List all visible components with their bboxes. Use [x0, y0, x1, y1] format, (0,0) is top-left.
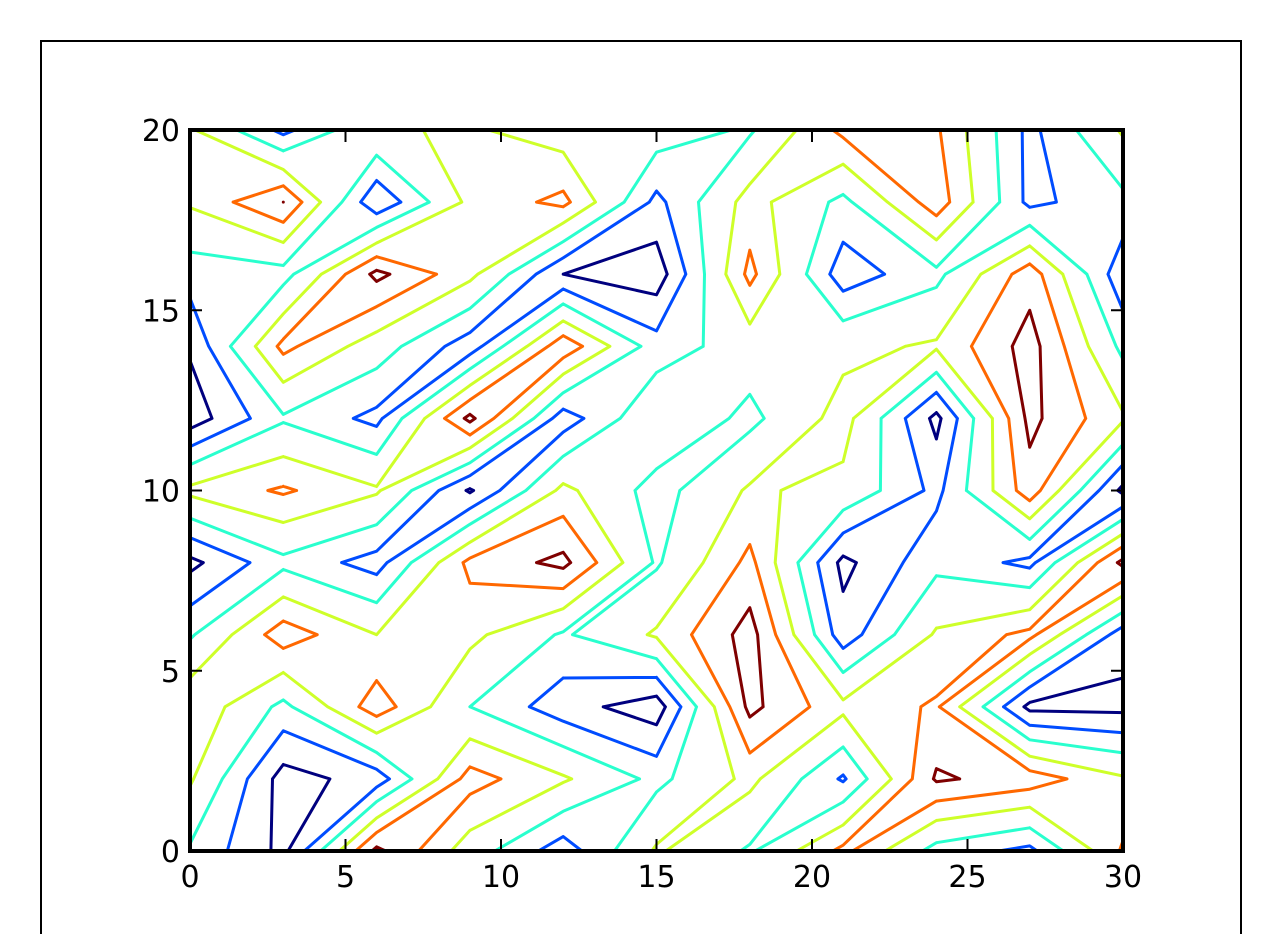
y-tick-label: 5: [161, 655, 180, 690]
x-tick-label: 15: [637, 860, 675, 895]
figure-border: [40, 40, 1242, 934]
plot-area: [190, 130, 1123, 851]
x-tick-label: 30: [1104, 860, 1142, 895]
contour-line: [190, 240, 1123, 851]
x-tick-label: 0: [180, 860, 199, 895]
contour-line: [190, 130, 1123, 851]
contour-line: [281, 200, 1123, 851]
axes: 0 5 10 15 20 25 30 0 5 10 15 20: [142, 114, 1142, 895]
x-tick-label: 10: [482, 860, 520, 895]
contour-line: [190, 130, 1123, 851]
contour-line: [190, 130, 1123, 851]
y-tick-label: 15: [142, 294, 180, 329]
x-tick-label: 20: [793, 860, 831, 895]
y-tick-label: 0: [161, 835, 180, 870]
contour-line: [231, 130, 1123, 851]
axes-frame: [188, 128, 1125, 853]
x-tick-label: 5: [336, 860, 355, 895]
y-tick-label: 20: [142, 114, 180, 149]
y-tick-label: 10: [142, 475, 180, 510]
x-tick-label: 25: [948, 860, 986, 895]
